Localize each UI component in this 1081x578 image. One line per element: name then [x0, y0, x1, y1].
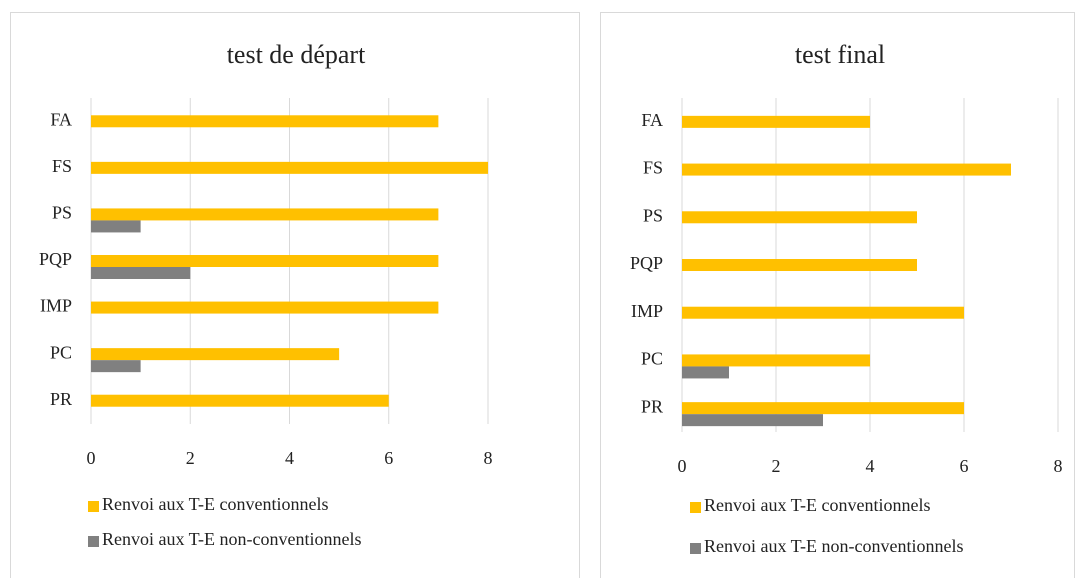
bar	[682, 163, 1011, 176]
y-tick-label: IMP	[40, 296, 72, 316]
x-tick-label: 2	[186, 448, 195, 468]
bar	[91, 301, 439, 314]
y-tick-label: FA	[50, 109, 72, 129]
x-tick-label: 2	[772, 456, 781, 476]
x-tick-label: 6	[384, 448, 393, 468]
bar	[91, 394, 389, 407]
x-tick-label: 8	[1054, 456, 1063, 476]
legend-label: Renvoi aux T-E non-conventionnels	[102, 529, 361, 549]
y-tick-label: FS	[643, 158, 663, 178]
bar	[91, 220, 141, 233]
x-tick-label: 8	[484, 448, 493, 468]
legend-label: Renvoi aux T-E conventionnels	[102, 494, 328, 514]
legend-swatch	[88, 536, 99, 547]
bar	[91, 267, 191, 279]
y-tick-label: PR	[50, 389, 72, 409]
y-tick-label: PC	[50, 342, 72, 362]
y-tick-label: PQP	[39, 249, 72, 269]
legend-swatch	[88, 501, 99, 512]
y-tick-label: FA	[641, 110, 663, 130]
x-tick-label: 0	[678, 456, 687, 476]
bar	[91, 255, 439, 267]
bar	[91, 115, 439, 128]
y-tick-label: IMP	[631, 301, 663, 321]
chart-title: test de départ	[227, 40, 366, 69]
bar	[682, 211, 917, 224]
x-tick-label: 6	[960, 456, 969, 476]
panel	[600, 12, 1075, 578]
legend-label: Renvoi aux T-E non-conventionnels	[704, 536, 963, 556]
y-tick-label: PQP	[630, 253, 663, 273]
bar	[91, 161, 488, 174]
y-tick-label: PR	[641, 396, 663, 416]
bar	[682, 414, 823, 427]
chart-title: test final	[795, 40, 885, 69]
panel	[10, 12, 580, 578]
bar	[91, 360, 141, 373]
legend-swatch	[690, 543, 701, 554]
bar	[682, 306, 964, 319]
bar	[91, 348, 340, 361]
bar	[682, 115, 870, 128]
bar	[682, 259, 917, 271]
legend-swatch	[690, 502, 701, 513]
x-tick-label: 4	[285, 448, 294, 468]
x-tick-label: 0	[87, 448, 96, 468]
legend-label: Renvoi aux T-E conventionnels	[704, 495, 930, 515]
x-tick-label: 4	[866, 456, 875, 476]
bar	[682, 354, 870, 367]
bar	[682, 366, 729, 379]
bar	[91, 208, 439, 221]
bar	[682, 402, 964, 415]
y-tick-label: FS	[52, 156, 72, 176]
y-tick-label: PC	[641, 349, 663, 369]
y-tick-label: PS	[52, 203, 72, 223]
y-tick-label: PS	[643, 205, 663, 225]
